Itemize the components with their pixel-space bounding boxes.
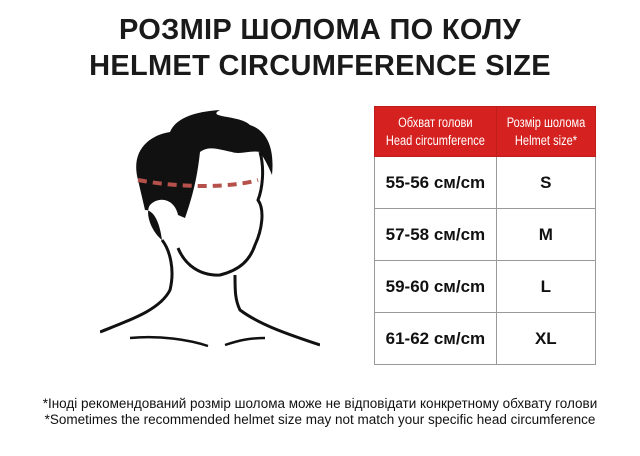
circumference-cell: 57-58 см/cm xyxy=(374,208,497,261)
header-label-en: Head circumference xyxy=(385,132,485,148)
table-row: 57-58 см/cm M xyxy=(374,208,596,261)
size-cell: M xyxy=(495,208,596,261)
circumference-cell: 61-62 см/cm xyxy=(374,312,497,365)
footnote-ukrainian: *Іноді рекомендований розмір шолома може… xyxy=(42,396,598,411)
table-row: 59-60 см/cm L xyxy=(374,260,596,313)
footnote-english: *Sometimes the recommended helmet size m… xyxy=(44,412,596,427)
header-label-ua: Обхват голови xyxy=(398,114,473,130)
circumference-cell: 59-60 см/cm xyxy=(374,260,497,313)
circumference-cell: 55-56 см/cm xyxy=(374,156,497,209)
size-cell: S xyxy=(495,156,596,209)
table-row: 55-56 см/cm S xyxy=(374,156,596,209)
header-label-ua: Розмір шолома xyxy=(506,114,586,130)
table-header-row: Обхват голови Head circumference Розмір ш… xyxy=(374,106,596,157)
header-label-en: Helmet size* xyxy=(514,132,577,148)
header-head-circumference: Обхват голови Head circumference xyxy=(374,106,497,157)
header-helmet-size: Розмір шолома Helmet size* xyxy=(495,106,596,157)
title-ukrainian: РОЗМІР ШОЛОМА ПО КОЛУ xyxy=(118,14,522,46)
size-cell: XL xyxy=(495,312,596,365)
size-table: Обхват голови Head circumference Розмір ш… xyxy=(374,106,596,365)
title-english: HELMET CIRCUMFERENCE SIZE xyxy=(89,50,551,82)
size-cell: L xyxy=(495,260,596,313)
table-row: 61-62 см/cm XL xyxy=(374,312,596,365)
head-measurement-icon xyxy=(100,110,320,348)
